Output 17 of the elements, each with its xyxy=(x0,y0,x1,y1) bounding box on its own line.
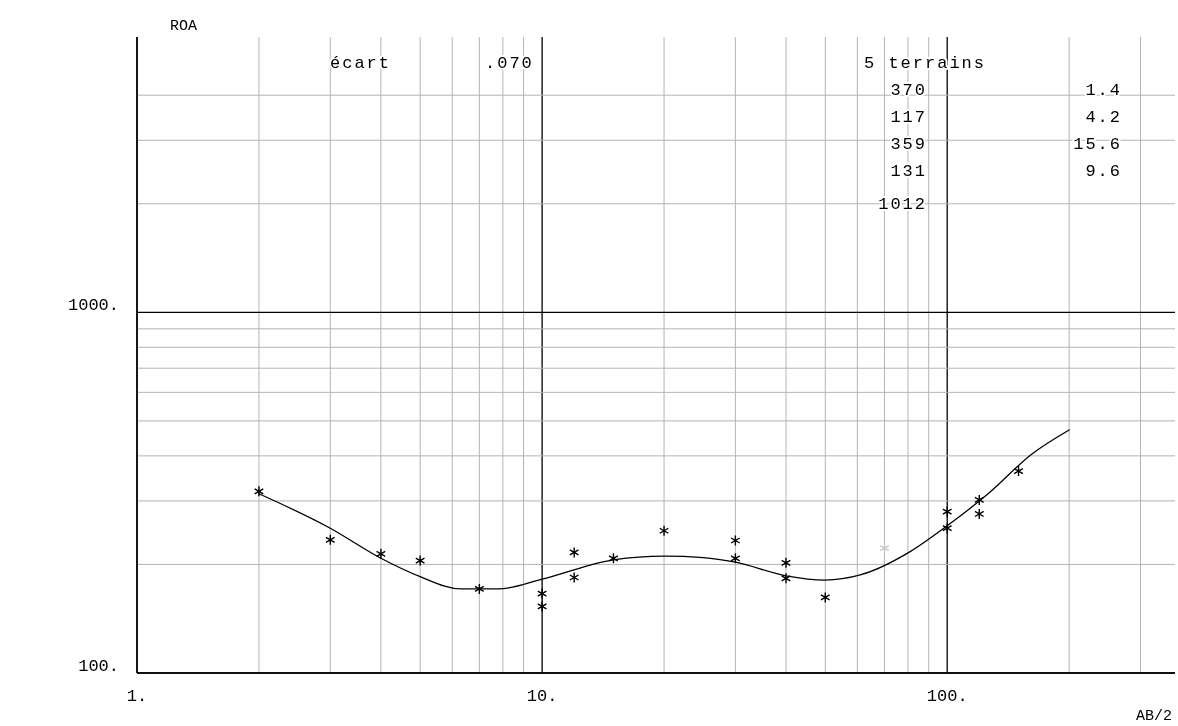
x-tick-label: 100. xyxy=(926,687,968,706)
annotation: 1.4 xyxy=(1085,81,1122,100)
annotation: 117 xyxy=(890,108,927,127)
annotation: 1012 xyxy=(878,195,927,214)
x-tick-label: 1. xyxy=(126,687,148,706)
y-axis-title: ROA xyxy=(170,18,198,35)
x-axis-title: AB/2 xyxy=(1135,708,1172,725)
annotation: .070 xyxy=(485,54,534,73)
annotation: 370 xyxy=(890,81,927,100)
y-tick-label: 1000. xyxy=(67,296,119,316)
annotation: 4.2 xyxy=(1085,108,1122,127)
annotation: 9.6 xyxy=(1085,162,1122,181)
annotation: 359 xyxy=(890,135,927,154)
x-tick-label: 10. xyxy=(526,687,558,706)
annotation: 131 xyxy=(890,162,927,181)
annotation: 15.6 xyxy=(1073,135,1122,154)
annotation: écart xyxy=(330,54,392,73)
